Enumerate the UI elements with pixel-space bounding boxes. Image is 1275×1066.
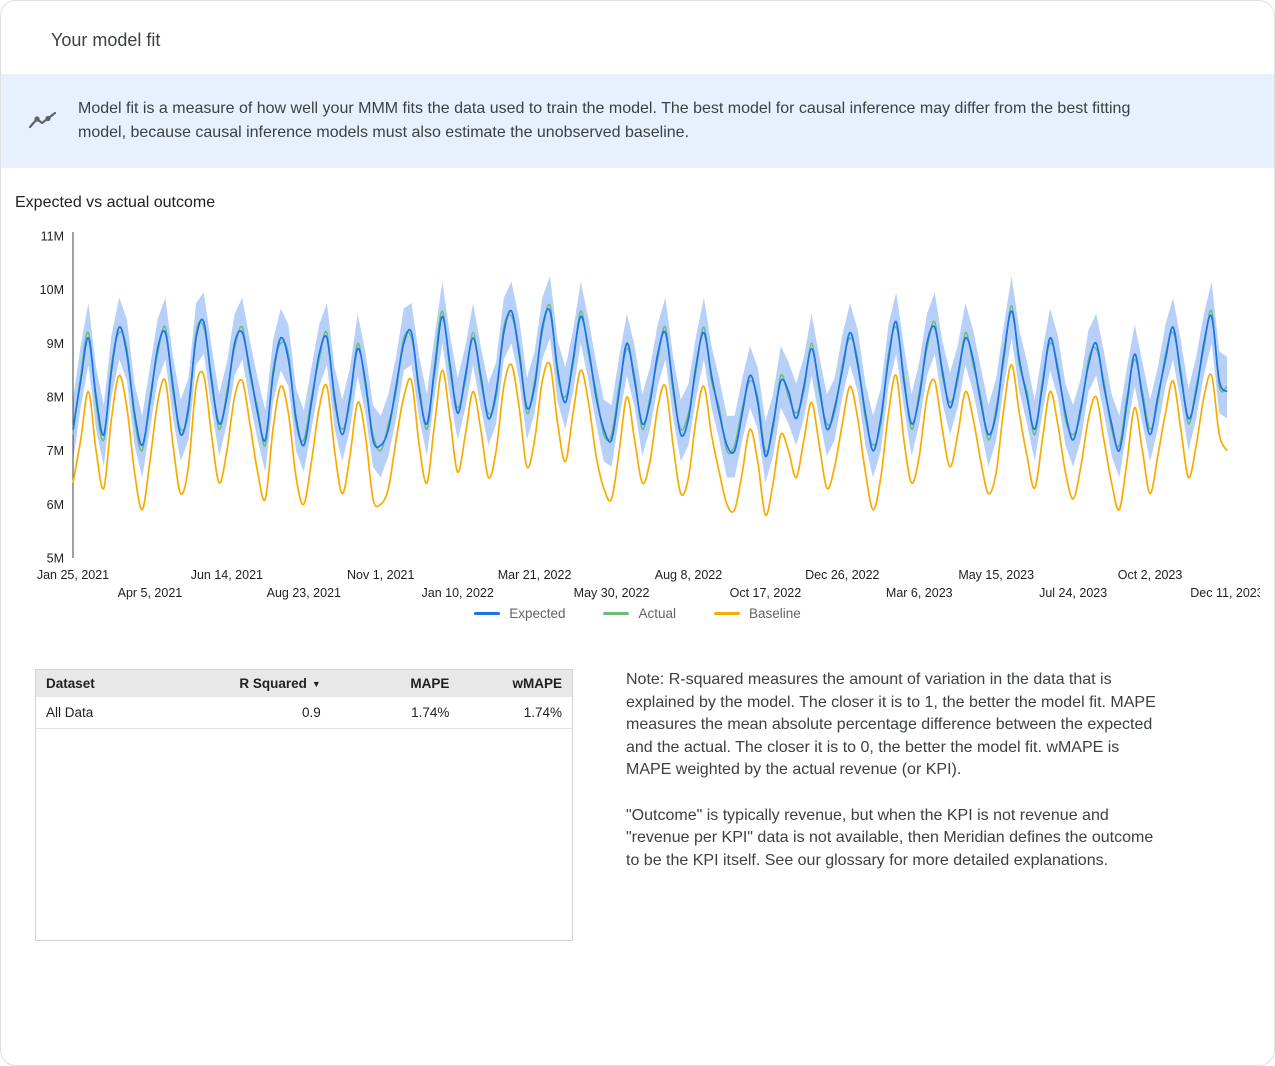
bottom-section: Dataset R Squared ▼ MAPE wMAPE All Data 0…: [1, 669, 1274, 941]
model-fit-chart: 5M 6M 7M 8M 9M 10M 11M Jan 25, 2021 Apr 5, 2021 J…: [1, 224, 1274, 602]
section-title: Expected vs actual outcome: [15, 194, 216, 211]
y-tick-label: 6M: [47, 498, 64, 512]
column-header-r-squared[interactable]: R Squared ▼: [180, 670, 331, 697]
x-tick-label: Dec 26, 2022: [805, 568, 879, 582]
x-tick-label: Aug 23, 2021: [267, 586, 341, 600]
x-tick-label: Jan 25, 2021: [37, 568, 109, 582]
y-tick-label: 5M: [47, 552, 64, 566]
column-header-mape: MAPE: [330, 670, 460, 697]
cell-mape: 1.74%: [330, 697, 460, 729]
x-tick-label: Jul 24, 2023: [1039, 586, 1107, 600]
fit-metrics-table: Dataset R Squared ▼ MAPE wMAPE All Data 0…: [35, 669, 573, 941]
legend-item-expected: Expected: [474, 606, 565, 621]
x-tick-label: May 15, 2023: [958, 568, 1034, 582]
legend-label-baseline: Baseline: [749, 606, 801, 621]
x-tick-label: Oct 17, 2022: [730, 586, 802, 600]
x-tick-label: Dec 11, 2023: [1190, 586, 1260, 600]
chart-svg: 5M 6M 7M 8M 9M 10M 11M Jan 25, 2021 Apr 5, 2021 J…: [37, 230, 1260, 601]
x-tick-label: Aug 8, 2022: [655, 568, 722, 582]
sort-descending-icon[interactable]: ▼: [311, 679, 321, 689]
explanatory-notes: Note: R-squared measures the amount of v…: [626, 669, 1168, 895]
x-tick-label: Oct 2, 2023: [1118, 568, 1183, 582]
page-title: Your model fit: [51, 30, 161, 50]
y-tick-label: 7M: [47, 444, 64, 458]
legend-item-baseline: Baseline: [714, 606, 801, 621]
banner-text: Model fit is a measure of how well your …: [78, 100, 1131, 141]
cell-wmape: 1.74%: [459, 697, 572, 729]
table-row: All Data 0.9 1.74% 1.74%: [36, 697, 572, 729]
note-paragraph-2: "Outcome" is typically revenue, but when…: [626, 806, 1154, 869]
info-banner: Model fit is a measure of how well your …: [1, 74, 1274, 168]
expected-swatch: [474, 612, 501, 615]
chart-legend: Expected Actual Baseline: [1, 606, 1274, 621]
baseline-line: [72, 361, 1228, 517]
actual-swatch: [603, 612, 630, 615]
x-tick-label: Jan 10, 2022: [422, 586, 494, 600]
cell-r-squared: 0.9: [180, 697, 331, 729]
y-tick-label: 10M: [40, 283, 64, 297]
x-tick-label: Mar 21, 2022: [498, 568, 572, 582]
x-tick-label: May 30, 2022: [574, 586, 650, 600]
cell-dataset: All Data: [36, 697, 181, 729]
legend-label-actual: Actual: [638, 606, 677, 621]
note-paragraph-1: Note: R-squared measures the amount of v…: [626, 671, 1156, 778]
x-tick-label: Mar 6, 2023: [886, 586, 953, 600]
confidence-band: [73, 276, 1227, 483]
expected-line: [72, 308, 1228, 458]
y-tick-label: 9M: [47, 337, 64, 351]
table-header-row: Dataset R Squared ▼ MAPE wMAPE: [36, 670, 572, 697]
legend-label-expected: Expected: [509, 606, 566, 621]
x-tick-label: Nov 1, 2021: [347, 568, 414, 582]
insights-icon: [28, 109, 58, 133]
x-tick-label: Apr 5, 2021: [118, 586, 183, 600]
y-tick-label: 8M: [47, 391, 64, 405]
column-header-wmape: wMAPE: [459, 670, 572, 697]
legend-item-actual: Actual: [603, 606, 676, 621]
column-header-dataset: Dataset: [36, 670, 181, 697]
baseline-swatch: [714, 612, 741, 615]
y-tick-label: 11M: [41, 230, 64, 244]
x-tick-label: Jun 14, 2021: [191, 568, 263, 582]
